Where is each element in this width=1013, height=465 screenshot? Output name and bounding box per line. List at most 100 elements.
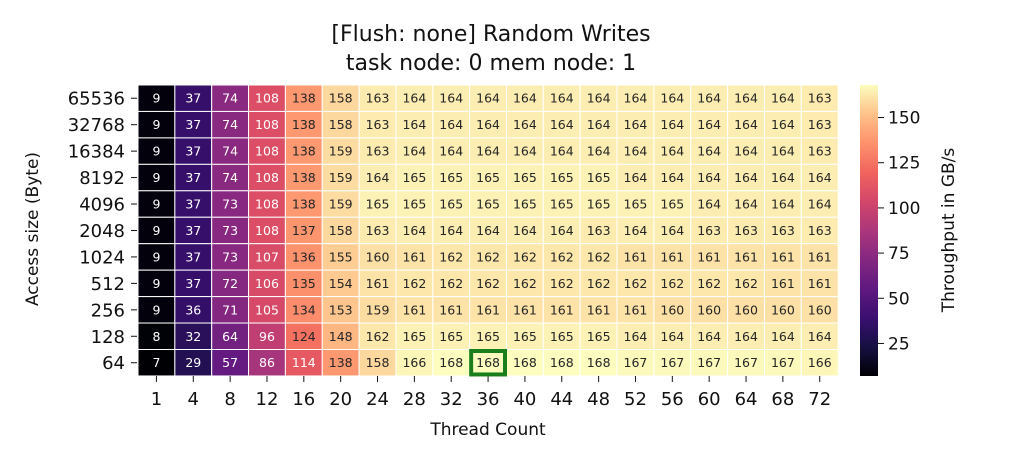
heatmap-cell xyxy=(653,163,692,192)
cell-label: 162 xyxy=(587,276,611,291)
cell-label: 165 xyxy=(624,197,648,212)
heatmap-cell xyxy=(800,84,839,112)
cell-label: 164 xyxy=(550,117,574,132)
heatmap-cell xyxy=(137,84,176,112)
heatmap-cell xyxy=(248,137,286,165)
cell-label: 164 xyxy=(771,117,795,132)
heatmap-cell xyxy=(616,84,655,112)
cell-label: 163 xyxy=(771,223,795,238)
heatmap-cell xyxy=(727,243,765,271)
cell-label: 164 xyxy=(697,91,721,106)
x-tick-label: 20 xyxy=(329,389,352,410)
cell-label: 165 xyxy=(476,329,500,344)
x-tick-label: 64 xyxy=(735,389,758,410)
cell-label: 162 xyxy=(624,276,648,291)
x-tick-label: 8 xyxy=(224,389,235,410)
heatmap-cell xyxy=(727,269,765,298)
y-tick-label: 2048 xyxy=(79,221,125,242)
cell-label: 138 xyxy=(292,170,316,185)
x-tick-label: 44 xyxy=(550,389,573,410)
cell-label: 107 xyxy=(255,249,279,264)
heatmap-cell xyxy=(506,137,544,165)
heatmap-cell xyxy=(653,137,692,165)
y-tick-label: 4096 xyxy=(79,195,125,216)
cell-label: 164 xyxy=(734,144,758,159)
heatmap-cell xyxy=(506,163,544,192)
cell-label: 163 xyxy=(808,91,832,106)
cell-label: 9 xyxy=(152,302,160,317)
cell-label: 164 xyxy=(734,91,758,106)
cell-label: 160 xyxy=(366,249,390,264)
cell-label: 108 xyxy=(255,197,279,212)
y-tick-label: 1024 xyxy=(79,247,125,268)
cell-label: 9 xyxy=(152,91,160,106)
cell-label: 164 xyxy=(624,223,648,238)
cell-label: 164 xyxy=(624,117,648,132)
x-tick-label: 12 xyxy=(256,389,279,410)
cell-label: 165 xyxy=(513,197,537,212)
cell-label: 165 xyxy=(366,197,390,212)
colorbar-tick-label: 50 xyxy=(888,289,910,309)
heatmap-cell xyxy=(690,137,729,165)
heatmap-cell xyxy=(469,137,507,165)
heatmap-cell xyxy=(248,349,286,377)
cell-label: 161 xyxy=(808,276,832,291)
heatmap-cell xyxy=(690,269,729,298)
cell-label: 108 xyxy=(255,170,279,185)
cell-label: 164 xyxy=(624,170,648,185)
heatmap-cell xyxy=(321,243,360,271)
cell-label: 138 xyxy=(292,91,316,106)
heatmap-cell xyxy=(321,269,360,298)
cell-label: 167 xyxy=(660,355,684,370)
heatmap-cell xyxy=(211,190,250,218)
cell-label: 162 xyxy=(476,276,500,291)
cell-label: 164 xyxy=(587,144,611,159)
heatmap-cell xyxy=(506,190,544,218)
heatmap-cell xyxy=(542,349,581,377)
heatmap-cell xyxy=(469,163,507,192)
heatmap-cell xyxy=(432,190,471,218)
cell-label: 37 xyxy=(185,117,201,132)
heatmap-cell xyxy=(358,216,397,245)
cell-label: 162 xyxy=(734,276,758,291)
y-tick-label: 64 xyxy=(102,353,125,374)
colorbar-tick-label: 75 xyxy=(888,244,910,264)
heatmap-cell xyxy=(395,296,434,324)
x-tick-label: 40 xyxy=(513,389,536,410)
cell-label: 160 xyxy=(808,302,832,317)
heatmap-cell xyxy=(542,163,581,192)
heatmap-cell xyxy=(358,137,397,165)
cell-label: 164 xyxy=(476,223,500,238)
cell-label: 36 xyxy=(185,302,201,317)
cell-label: 164 xyxy=(439,117,463,132)
heatmap-cell xyxy=(358,349,397,377)
cell-label: 164 xyxy=(734,197,758,212)
cell-label: 163 xyxy=(366,91,390,106)
y-tick-label: 128 xyxy=(91,327,125,348)
cell-label: 162 xyxy=(476,249,500,264)
heatmap-cell xyxy=(469,296,507,324)
cell-label: 165 xyxy=(550,197,574,212)
heatmap-cell xyxy=(653,269,692,298)
cell-label: 164 xyxy=(734,170,758,185)
heatmap-cell xyxy=(727,322,765,350)
heatmap-cell xyxy=(469,269,507,298)
x-tick-label: 68 xyxy=(771,389,794,410)
cell-label: 164 xyxy=(587,117,611,132)
heatmap-cell xyxy=(395,243,434,271)
cell-label: 165 xyxy=(587,170,611,185)
cell-label: 73 xyxy=(222,249,238,264)
cell-label: 161 xyxy=(366,276,390,291)
heatmap-cell xyxy=(395,216,434,245)
cell-label: 164 xyxy=(697,197,721,212)
cell-label: 135 xyxy=(292,276,316,291)
cell-label: 161 xyxy=(550,302,574,317)
y-tick-label: 512 xyxy=(91,274,125,295)
heatmap-cell xyxy=(690,349,729,377)
cell-label: 161 xyxy=(402,302,426,317)
cell-label: 167 xyxy=(734,355,758,370)
y-axis-label: Access size (Byte) xyxy=(23,152,43,306)
y-tick-label: 256 xyxy=(91,300,125,321)
cell-label: 163 xyxy=(734,223,758,238)
